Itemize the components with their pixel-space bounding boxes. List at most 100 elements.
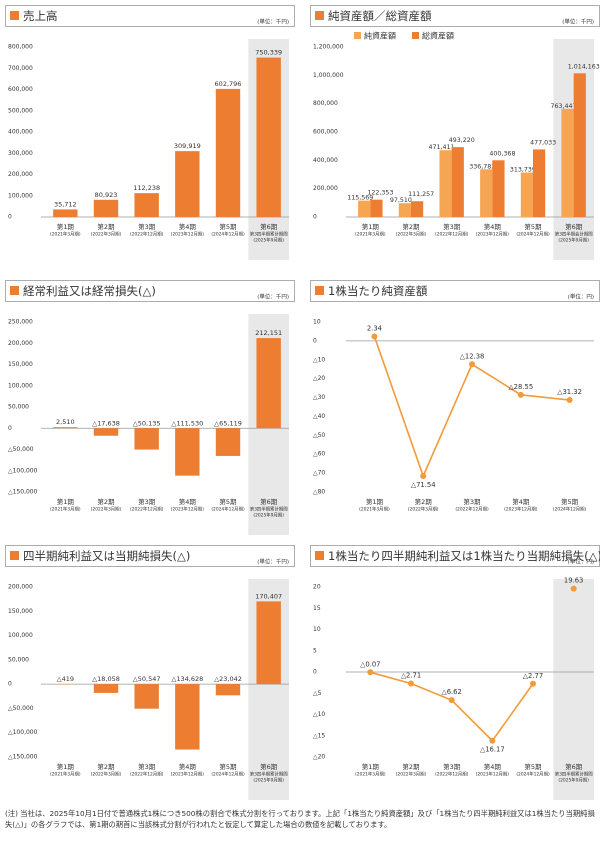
- value-label: 763,447: [551, 103, 577, 110]
- x-tick-label: 第5期: [219, 222, 237, 231]
- bar: [134, 684, 159, 709]
- x-tick-sublabel: (2025年9月期): [558, 777, 589, 784]
- unit-label: (単位：千円): [562, 18, 594, 26]
- value-label: 313,739: [510, 167, 536, 174]
- value-label: 602,796: [215, 80, 242, 88]
- bar: [53, 209, 78, 217]
- bar: [561, 108, 574, 217]
- y-tick-label: 20: [313, 584, 321, 591]
- y-tick-label: △100,000: [8, 729, 38, 736]
- x-tick-label: 第6期: [565, 762, 583, 771]
- highlight-band: [553, 579, 594, 800]
- chart-panel: 純資産額／総資産額 (単位：千円) 0 200,000 400,000 600,000 80…: [310, 5, 600, 260]
- y-tick-label: 100,000: [8, 632, 33, 639]
- x-tick-sublabel: (2024年12月期): [516, 771, 550, 778]
- value-label: △28.55: [508, 383, 533, 391]
- y-tick-label: 0: [313, 337, 317, 344]
- x-tick-label: 第4期: [179, 222, 197, 231]
- bar: [53, 427, 78, 429]
- point: [420, 473, 427, 480]
- y-tick-label: 5: [313, 647, 317, 654]
- x-tick-sublabel: (2022年12月期): [455, 506, 489, 513]
- legend-swatch: [412, 32, 419, 39]
- bar: [398, 203, 411, 217]
- x-tick-label: 第6期: [565, 222, 583, 231]
- value-label: △12.38: [460, 352, 485, 360]
- bar: [256, 338, 281, 429]
- legend-label: 純資産額: [364, 31, 396, 41]
- unit-label: (単位：円): [568, 558, 594, 566]
- y-tick-label: 300,000: [8, 150, 33, 157]
- bar: [134, 428, 159, 450]
- value-label: 2,510: [56, 418, 75, 426]
- x-tick-sublabel: (2021年3月期): [50, 506, 81, 513]
- y-tick-label: 1,200,000: [313, 44, 344, 51]
- value-label: △50,135: [133, 419, 161, 427]
- bar: [175, 428, 200, 476]
- bar: [451, 147, 464, 217]
- x-tick-label: 第5期: [219, 497, 237, 506]
- bar: [256, 601, 281, 685]
- header-box: [310, 5, 600, 27]
- bar: [370, 199, 383, 217]
- x-tick-sublabel: (2022年12月期): [130, 506, 164, 513]
- footnote: (注) 当社は、2025年10月1日付で普通株式1株につき500株の割合で株式分…: [5, 809, 595, 829]
- value-label: 2.34: [367, 324, 382, 332]
- bar: [358, 200, 371, 217]
- value-label: △134,628: [171, 675, 203, 683]
- value-label: 750,339: [255, 49, 282, 57]
- x-tick-sublabel: (2024年12月期): [211, 231, 245, 238]
- y-tick-label: △70: [313, 470, 325, 477]
- value-label: 80,923: [95, 191, 118, 199]
- point: [448, 697, 455, 704]
- x-tick-sublabel: (2023年12月期): [476, 771, 510, 778]
- x-tick-sublabel: (2024年12月期): [516, 231, 550, 238]
- bar: [175, 151, 200, 217]
- y-tick-label: △50: [313, 432, 325, 439]
- x-tick-sublabel: (2022年3月期): [91, 771, 122, 778]
- legend-label: 総資産額: [422, 31, 454, 41]
- value-label: 122,353: [367, 190, 393, 197]
- x-tick-label: 第5期: [561, 497, 579, 506]
- y-tick-label: 100,000: [8, 382, 33, 389]
- value-label: 471,411: [429, 144, 455, 151]
- x-tick-sublabel: (2023年12月期): [476, 231, 510, 238]
- value-label: 19.63: [564, 577, 583, 585]
- bar: [134, 193, 159, 217]
- y-tick-label: △80: [313, 489, 325, 496]
- y-tick-label: △100,000: [8, 467, 38, 474]
- x-tick-label: 第5期: [524, 222, 542, 231]
- y-tick-label: △20: [313, 754, 325, 761]
- x-tick-label: 第6期: [260, 762, 278, 771]
- x-tick-sublabel: (2023年12月期): [171, 771, 205, 778]
- x-tick-sublabel: (2024年12月期): [553, 506, 587, 513]
- x-tick-label: 第2期: [402, 762, 420, 771]
- chart-title: 1株当たり四半期純利益又は1株当たり当期純損失(△): [328, 549, 600, 563]
- chart-panel: 経常利益又は経常損失(△) (単位：千円) △150,000 △100,000 △50,…: [5, 280, 295, 535]
- x-tick-sublabel: (2024年12月期): [211, 771, 245, 778]
- x-tick-sublabel: (2021年3月期): [355, 771, 386, 778]
- y-tick-label: 10: [313, 319, 321, 326]
- value-label: 400,368: [489, 150, 515, 157]
- x-tick-sublabel: 第3四半期累計期間: [555, 771, 594, 778]
- y-tick-label: △20: [313, 375, 325, 382]
- y-tick-label: 150,000: [8, 608, 33, 615]
- point: [489, 737, 496, 744]
- value-label: △2.71: [401, 672, 421, 680]
- bar: [492, 160, 505, 217]
- y-tick-label: △50,000: [8, 705, 34, 712]
- x-tick-label: 第3期: [138, 497, 156, 506]
- point: [469, 361, 475, 368]
- y-tick-label: 0: [8, 681, 12, 688]
- x-tick-sublabel: (2022年12月期): [130, 231, 164, 238]
- bar: [520, 172, 533, 217]
- x-tick-label: 第1期: [362, 762, 380, 771]
- y-tick-label: △60: [313, 451, 325, 458]
- legend-swatch: [354, 32, 361, 39]
- header-marker: [10, 551, 19, 560]
- x-tick-sublabel: (2022年3月期): [396, 231, 427, 238]
- y-tick-label: 800,000: [8, 44, 33, 51]
- y-tick-label: 250,000: [8, 319, 33, 326]
- bar: [215, 428, 241, 456]
- bar: [256, 57, 281, 217]
